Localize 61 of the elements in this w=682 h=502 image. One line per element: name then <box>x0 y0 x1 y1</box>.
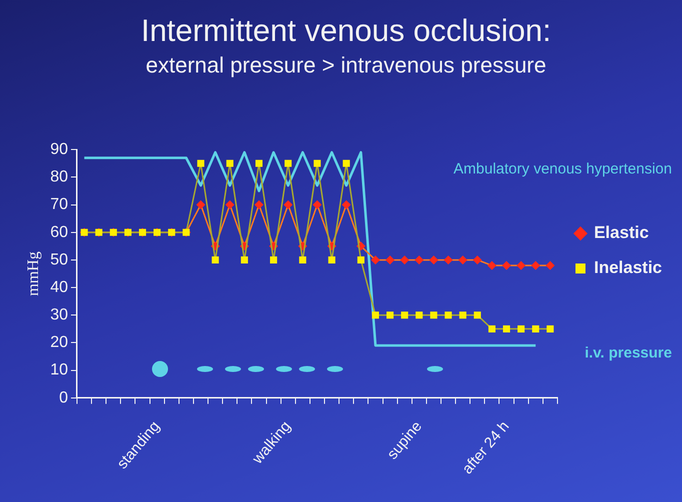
legend-label: Elastic <box>594 223 649 242</box>
point <box>516 260 526 270</box>
point <box>472 255 482 264</box>
point <box>416 312 423 319</box>
point <box>502 325 510 332</box>
y-tick-label: 0 <box>59 389 68 406</box>
point <box>284 160 292 167</box>
point <box>312 200 322 210</box>
legend-label: Inelastic <box>594 258 662 278</box>
point <box>342 200 351 210</box>
y-tick-label: 60 <box>50 224 68 241</box>
point <box>531 260 540 270</box>
point <box>386 312 394 319</box>
y-tick-label: 70 <box>50 196 68 214</box>
point <box>518 325 525 332</box>
point <box>254 200 264 210</box>
annotation: Ambulatory venous hypertension <box>454 160 672 178</box>
y-tick-label: 40 <box>50 278 68 296</box>
y-tick-label: 90 <box>50 141 68 158</box>
point <box>414 255 424 264</box>
point <box>240 256 248 264</box>
point <box>488 325 496 332</box>
point <box>532 325 540 332</box>
point <box>212 256 219 264</box>
point <box>284 200 293 210</box>
point <box>342 160 350 167</box>
point <box>226 160 234 167</box>
point <box>370 255 380 264</box>
point <box>546 260 555 270</box>
point <box>372 312 380 319</box>
point <box>459 312 466 319</box>
y-tick-label: 50 <box>50 251 68 268</box>
point <box>270 256 278 264</box>
y-tick-label: 80 <box>50 168 68 186</box>
text: i.v. pressure <box>584 344 672 362</box>
point <box>196 200 206 210</box>
y-axis-title: mmHg <box>24 252 42 296</box>
point <box>401 312 408 319</box>
point <box>255 160 263 167</box>
point <box>225 200 234 210</box>
point <box>429 255 438 264</box>
point <box>444 312 452 319</box>
point <box>328 256 336 264</box>
point <box>197 160 204 167</box>
y-tick-label: 20 <box>50 334 68 352</box>
point <box>458 255 468 264</box>
point <box>386 255 395 264</box>
point <box>502 260 512 270</box>
chart-title: Intermittent venous occlusion: <box>140 13 552 48</box>
point <box>474 312 481 319</box>
point <box>357 256 364 264</box>
point <box>400 255 410 264</box>
point <box>299 256 306 264</box>
point <box>430 312 438 319</box>
point <box>314 160 321 167</box>
chart-subtitle: external pressure > intravenous pressure <box>146 52 546 78</box>
point <box>546 325 554 332</box>
point <box>444 255 453 264</box>
y-tick-label: 30 <box>50 306 68 324</box>
point <box>487 260 496 270</box>
y-tick-label: 10 <box>50 362 68 379</box>
